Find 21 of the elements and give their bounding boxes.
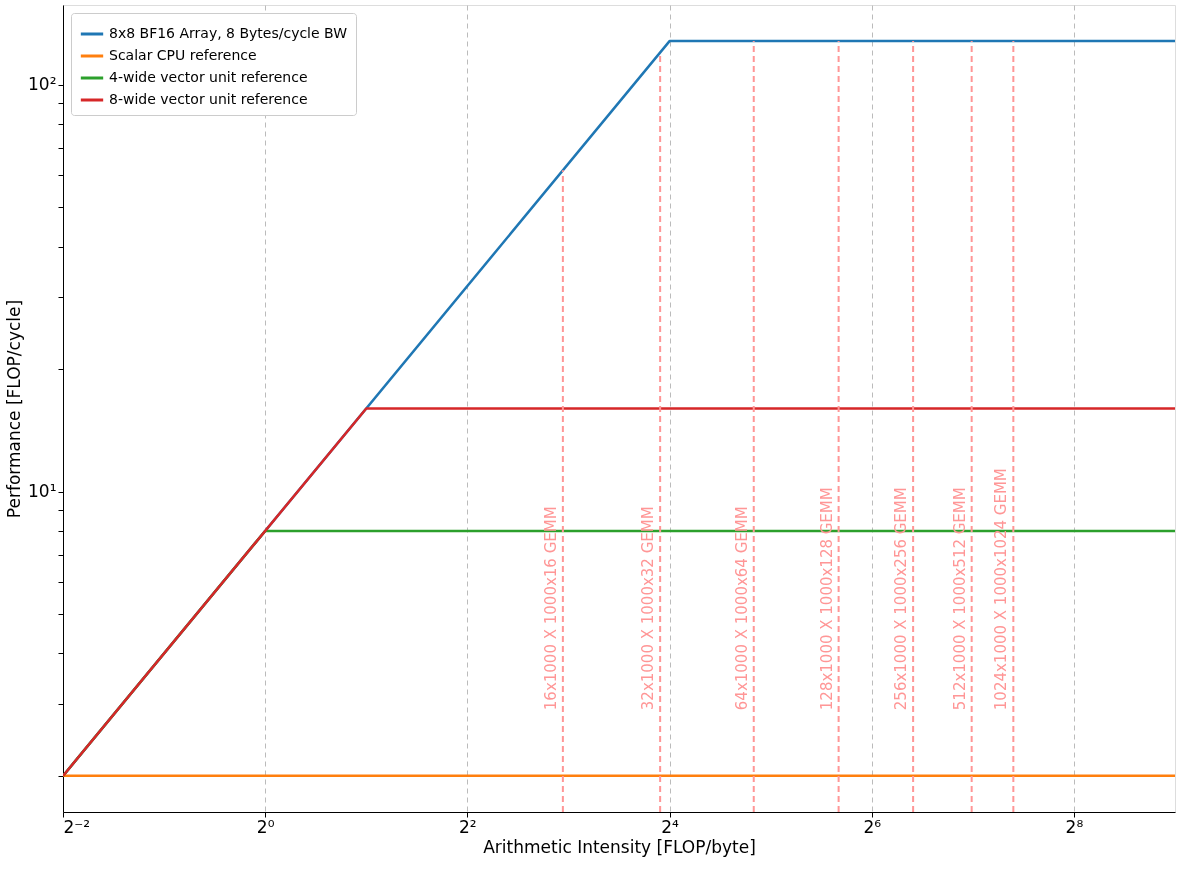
ref-line-label: 512x1000 X 1000x512 GEMM xyxy=(950,487,969,711)
legend-label: 8x8 BF16 Array, 8 Bytes/cycle BW xyxy=(109,25,348,41)
legend-label: 8-wide vector unit reference xyxy=(109,91,308,107)
x-tick-label: 2⁻² xyxy=(63,816,91,837)
y-axis-title: Performance [FLOP/cycle] xyxy=(4,299,25,519)
x-axis-title: Arithmetic Intensity [FLOP/byte] xyxy=(483,836,756,857)
x-tick-label: 2⁰ xyxy=(256,816,275,837)
y-tick-label: 10² xyxy=(28,74,57,95)
x-tick-label: 2⁶ xyxy=(863,816,882,837)
legend-label: Scalar CPU reference xyxy=(109,47,257,63)
x-tick-label: 2⁸ xyxy=(1065,816,1084,837)
legend-label: 4-wide vector unit reference xyxy=(109,69,308,85)
x-tick-label: 2² xyxy=(459,816,477,837)
ref-line-label: 32x1000 X 1000x32 GEMM xyxy=(639,506,658,711)
y-tick-label: 10¹ xyxy=(28,481,57,502)
ref-line-label: 16x1000 X 1000x16 GEMM xyxy=(541,506,560,711)
ref-line-label: 256x1000 X 1000x256 GEMM xyxy=(892,487,911,711)
ref-line-label: 64x1000 X 1000x64 GEMM xyxy=(732,506,751,711)
ref-line-label: 128x1000 X 1000x128 GEMM xyxy=(817,487,836,711)
x-tick-label: 2⁴ xyxy=(661,816,680,837)
ref-line-label: 1024x1000 X 1000x1024 GEMM xyxy=(992,468,1011,711)
